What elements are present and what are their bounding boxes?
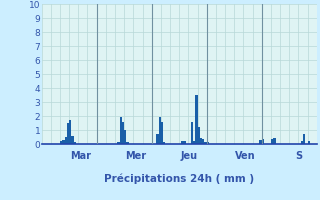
- Bar: [74, 142, 76, 144]
- Bar: [159, 117, 161, 144]
- Bar: [202, 139, 204, 144]
- Text: S: S: [295, 151, 302, 161]
- Text: Précipitations 24h ( mm ): Précipitations 24h ( mm ): [104, 173, 254, 184]
- Bar: [207, 142, 209, 144]
- Bar: [271, 139, 273, 144]
- Bar: [301, 141, 303, 144]
- Bar: [60, 141, 62, 144]
- Bar: [69, 120, 71, 144]
- Bar: [124, 130, 126, 144]
- Text: Ven: Ven: [236, 151, 256, 161]
- Bar: [303, 134, 305, 144]
- Bar: [273, 138, 276, 144]
- Bar: [120, 117, 122, 144]
- Text: Mar: Mar: [70, 151, 91, 161]
- Bar: [193, 140, 195, 144]
- Bar: [126, 142, 129, 144]
- Bar: [62, 140, 65, 144]
- Bar: [308, 141, 310, 144]
- Bar: [200, 138, 202, 144]
- Bar: [204, 142, 207, 144]
- Text: Jeu: Jeu: [180, 151, 197, 161]
- Bar: [262, 139, 264, 144]
- Bar: [71, 136, 74, 144]
- Bar: [197, 127, 200, 144]
- Bar: [122, 122, 124, 144]
- Bar: [191, 122, 193, 144]
- Bar: [161, 122, 163, 144]
- Bar: [163, 142, 165, 144]
- Bar: [260, 140, 262, 144]
- Bar: [65, 137, 67, 144]
- Text: Mer: Mer: [125, 151, 147, 161]
- Bar: [184, 140, 186, 144]
- Bar: [181, 141, 184, 144]
- Bar: [67, 123, 69, 144]
- Bar: [156, 134, 158, 144]
- Bar: [195, 95, 197, 144]
- Bar: [117, 142, 120, 144]
